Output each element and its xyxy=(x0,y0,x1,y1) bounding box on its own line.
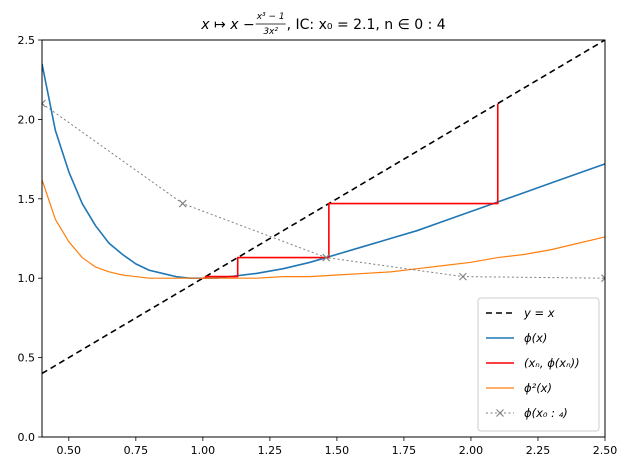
title-fraction-numerator: x³ − 1 xyxy=(256,12,285,22)
legend-item: ϕ(x) xyxy=(486,331,547,345)
series-line-1 xyxy=(42,63,605,280)
legend-item: ϕ(x₀ : ₄) xyxy=(486,406,568,420)
legend-label: (xₙ, ϕ(xₙ)) xyxy=(524,356,580,370)
series-marker-4-0 xyxy=(42,99,46,108)
series-marker-4-4 xyxy=(601,274,605,283)
series-marker-4-2 xyxy=(322,253,331,262)
axes-frame xyxy=(41,39,606,438)
x-tick-label: 1.50 xyxy=(325,444,350,457)
legend-item: (xₙ, ϕ(xₙ)) xyxy=(486,356,580,370)
x-tick-label: 0.50 xyxy=(57,444,82,457)
series-layer xyxy=(42,40,605,375)
series-line-3 xyxy=(42,179,605,279)
x-tick-label: 1.75 xyxy=(392,444,417,457)
series-line-0 xyxy=(42,40,605,375)
title-map-text: x ↦ x − xyxy=(200,17,254,33)
legend-item: ϕ²(x) xyxy=(486,381,552,395)
series-marker-4-3 xyxy=(459,272,467,281)
x-tick-label: 2.00 xyxy=(459,444,484,457)
legend-label: y = x xyxy=(523,306,555,320)
y-tick-label: 2.5 xyxy=(18,34,36,47)
legend-label: ϕ(x₀ : ₄) xyxy=(524,406,568,420)
legend-label: ϕ²(x) xyxy=(524,381,552,395)
y-axis: 0.0 0.5 1.0 1.5 2.0 2.5 xyxy=(18,34,42,444)
legend-item: y = x xyxy=(486,306,555,320)
x-axis: 0.50 0.75 1.00 1.25 1.50 1.75 2.00 2.25 2.50 xyxy=(57,437,618,457)
series-line-4 xyxy=(42,103,605,279)
x-tick-label: 0.75 xyxy=(124,444,149,457)
x-tick-label: 2.50 xyxy=(593,444,618,457)
x-tick-label: 2.25 xyxy=(526,444,551,457)
chart-title: x ↦ x − x³ − 1 3x² , IC: x₀ = 2.1, n ∈ 0… xyxy=(200,12,445,37)
series-line-2 xyxy=(202,103,499,280)
y-tick-label: 1.0 xyxy=(18,272,36,285)
title-initial-condition-text: , IC: x₀ = 2.1, n ∈ 0 : 4 xyxy=(287,17,446,33)
title-fraction-denominator: 3x² xyxy=(263,27,278,37)
legend-box xyxy=(477,297,600,432)
y-tick-label: 0.5 xyxy=(18,352,36,365)
legend: y = x ϕ(x) (xₙ, ϕ(xₙ)) ϕ²(x) ϕ(x₀ : ₄) xyxy=(477,297,600,432)
series-marker-4-1 xyxy=(178,199,187,208)
x-tick-label: 1.00 xyxy=(191,444,216,457)
legend-label: ϕ(x) xyxy=(524,331,547,345)
x-tick-label: 1.25 xyxy=(258,444,283,457)
y-tick-label: 2.0 xyxy=(18,113,36,126)
y-tick-label: 1.5 xyxy=(18,193,36,206)
y-tick-label: 0.0 xyxy=(18,431,36,444)
